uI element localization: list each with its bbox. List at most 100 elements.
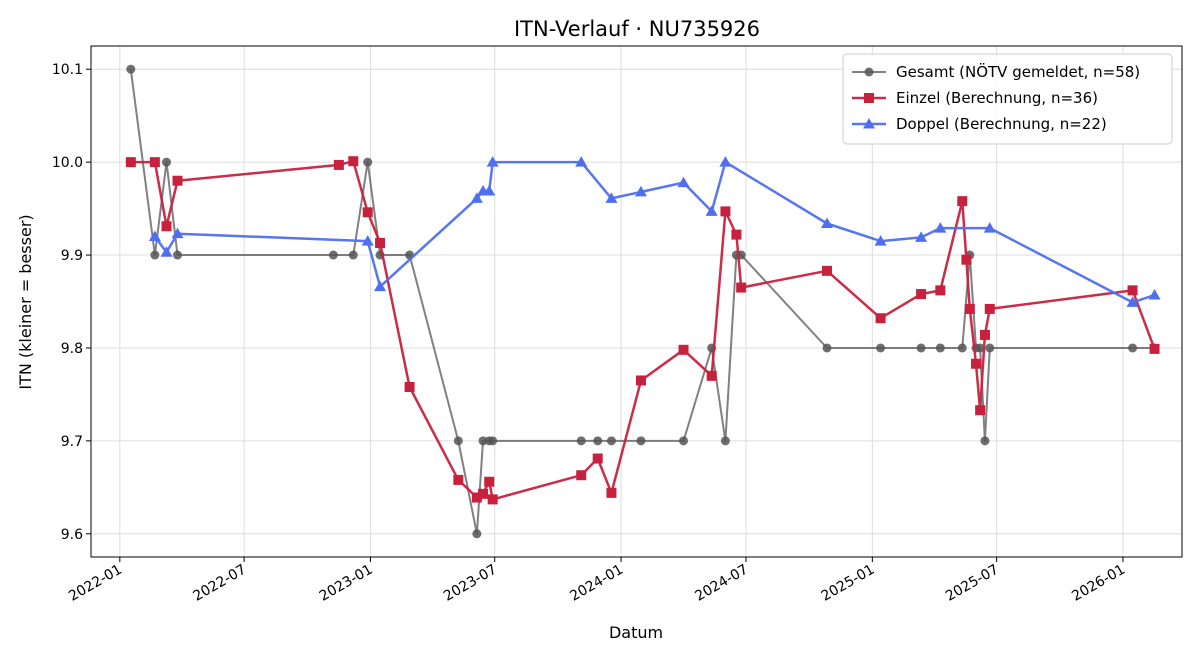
y-axis-label: ITN (kleiner = besser) [16,214,35,389]
data-point-doppel [934,222,947,233]
series-line-doppel [153,160,1155,304]
y-tick-label: 9.7 [61,434,83,450]
data-point-gesamt [876,343,886,353]
x-axis-label: Datum [609,623,663,642]
x-tick-label: 2025-07 [943,562,1002,605]
legend-label-gesamt: Gesamt (NÖTV gemeldet, n=58) [896,62,1140,81]
data-point-einzel [362,207,373,218]
y-tick-label: 10.0 [52,155,83,171]
x-tick-label: 2024-01 [567,562,626,605]
legend-box [842,53,1173,145]
data-point-doppel [677,176,690,188]
data-point-gesamt [150,250,160,260]
data-point-einzel [1127,285,1138,296]
data-point-einzel [471,492,482,503]
data-point-einzel [333,159,344,170]
legend: Gesamt (NÖTV gemeldet, n=58) Einzel (Bere… [842,53,1173,145]
data-point-einzel [172,175,183,186]
data-point-gesamt [348,250,358,260]
data-point-einzel [678,344,689,355]
data-point-einzel [161,221,172,232]
data-point-einzel [348,156,359,167]
grid [91,46,1182,557]
data-point-einzel [979,329,990,340]
data-point-einzel [484,476,495,487]
plot-series [125,64,1161,539]
data-point-doppel [374,280,387,292]
data-point-doppel [575,156,588,167]
data-point-gesamt [957,343,967,353]
data-point-gesamt [472,529,482,539]
data-point-gesamt [126,64,136,74]
data-point-einzel [576,470,587,481]
data-point-gesamt [916,343,926,353]
data-point-einzel [916,289,927,300]
data-point-doppel [719,156,732,167]
plot-area-frame [90,45,1183,558]
data-point-gesamt [173,250,183,260]
data-point-einzel [736,282,747,293]
legend-label-einzel: Einzel (Berechnung, n=36) [896,89,1098,107]
data-point-gesamt [679,436,689,446]
data-point-gesamt [636,436,646,446]
chart-title: ITN-Verlauf · NU735926 [514,17,760,41]
data-point-einzel [935,285,946,296]
data-point-doppel [983,222,996,233]
data-point-einzel [606,487,617,498]
data-point-doppel [148,230,161,241]
data-point-gesamt [363,157,373,167]
legend-marker-einzel [864,93,874,103]
data-point-doppel [915,231,928,242]
data-point-gesamt [822,343,832,353]
legend-marker-gesamt [864,67,874,77]
data-point-einzel [487,494,498,505]
series-line-einzel [130,159,1156,501]
y-tick-label: 10.1 [52,62,83,78]
data-point-einzel [971,358,982,369]
data-point-doppel [1148,288,1161,300]
data-point-gesamt [606,436,616,446]
data-point-gesamt [162,157,172,167]
data-point-einzel [822,265,833,276]
x-tick-label: 2023-07 [441,562,500,605]
series-einzel [125,156,1160,505]
data-point-einzel [961,254,972,265]
data-point-gesamt [488,436,498,446]
data-point-gesamt [576,436,586,446]
y-tick-label: 9.8 [61,341,83,357]
data-point-einzel [453,474,464,485]
data-point-doppel [486,156,499,167]
data-point-doppel [1126,296,1139,307]
data-point-einzel [957,196,968,207]
legend-marker-doppel [863,118,875,129]
data-point-gesamt [478,436,488,446]
data-point-doppel [821,217,834,228]
data-point-gesamt [593,436,603,446]
series-doppel [148,156,1161,307]
data-point-doppel [171,227,184,239]
x-tick-label: 2025-01 [819,562,878,605]
y-tick-label: 9.9 [61,248,83,264]
x-tick-label: 2024-07 [692,562,751,605]
x-tick-label: 2022-07 [190,562,249,605]
data-point-einzel [875,313,886,324]
data-point-doppel [483,184,496,196]
x-tick-label: 2022-01 [66,562,125,605]
data-point-einzel [635,375,646,386]
data-point-gesamt [935,343,945,353]
data-point-einzel [975,405,986,416]
data-point-einzel [125,157,136,168]
legend-label-doppel: Doppel (Berechnung, n=22) [896,115,1107,133]
data-point-doppel [634,185,647,197]
data-point-gesamt [980,436,990,446]
data-point-gesamt [328,250,338,260]
data-point-einzel [1149,343,1160,354]
data-point-doppel [605,192,618,203]
data-point-einzel [149,157,160,168]
data-point-einzel [706,370,717,381]
data-point-doppel [160,246,173,257]
data-point-gesamt [1128,343,1138,353]
data-point-einzel [592,453,603,464]
data-point-doppel [361,235,374,246]
